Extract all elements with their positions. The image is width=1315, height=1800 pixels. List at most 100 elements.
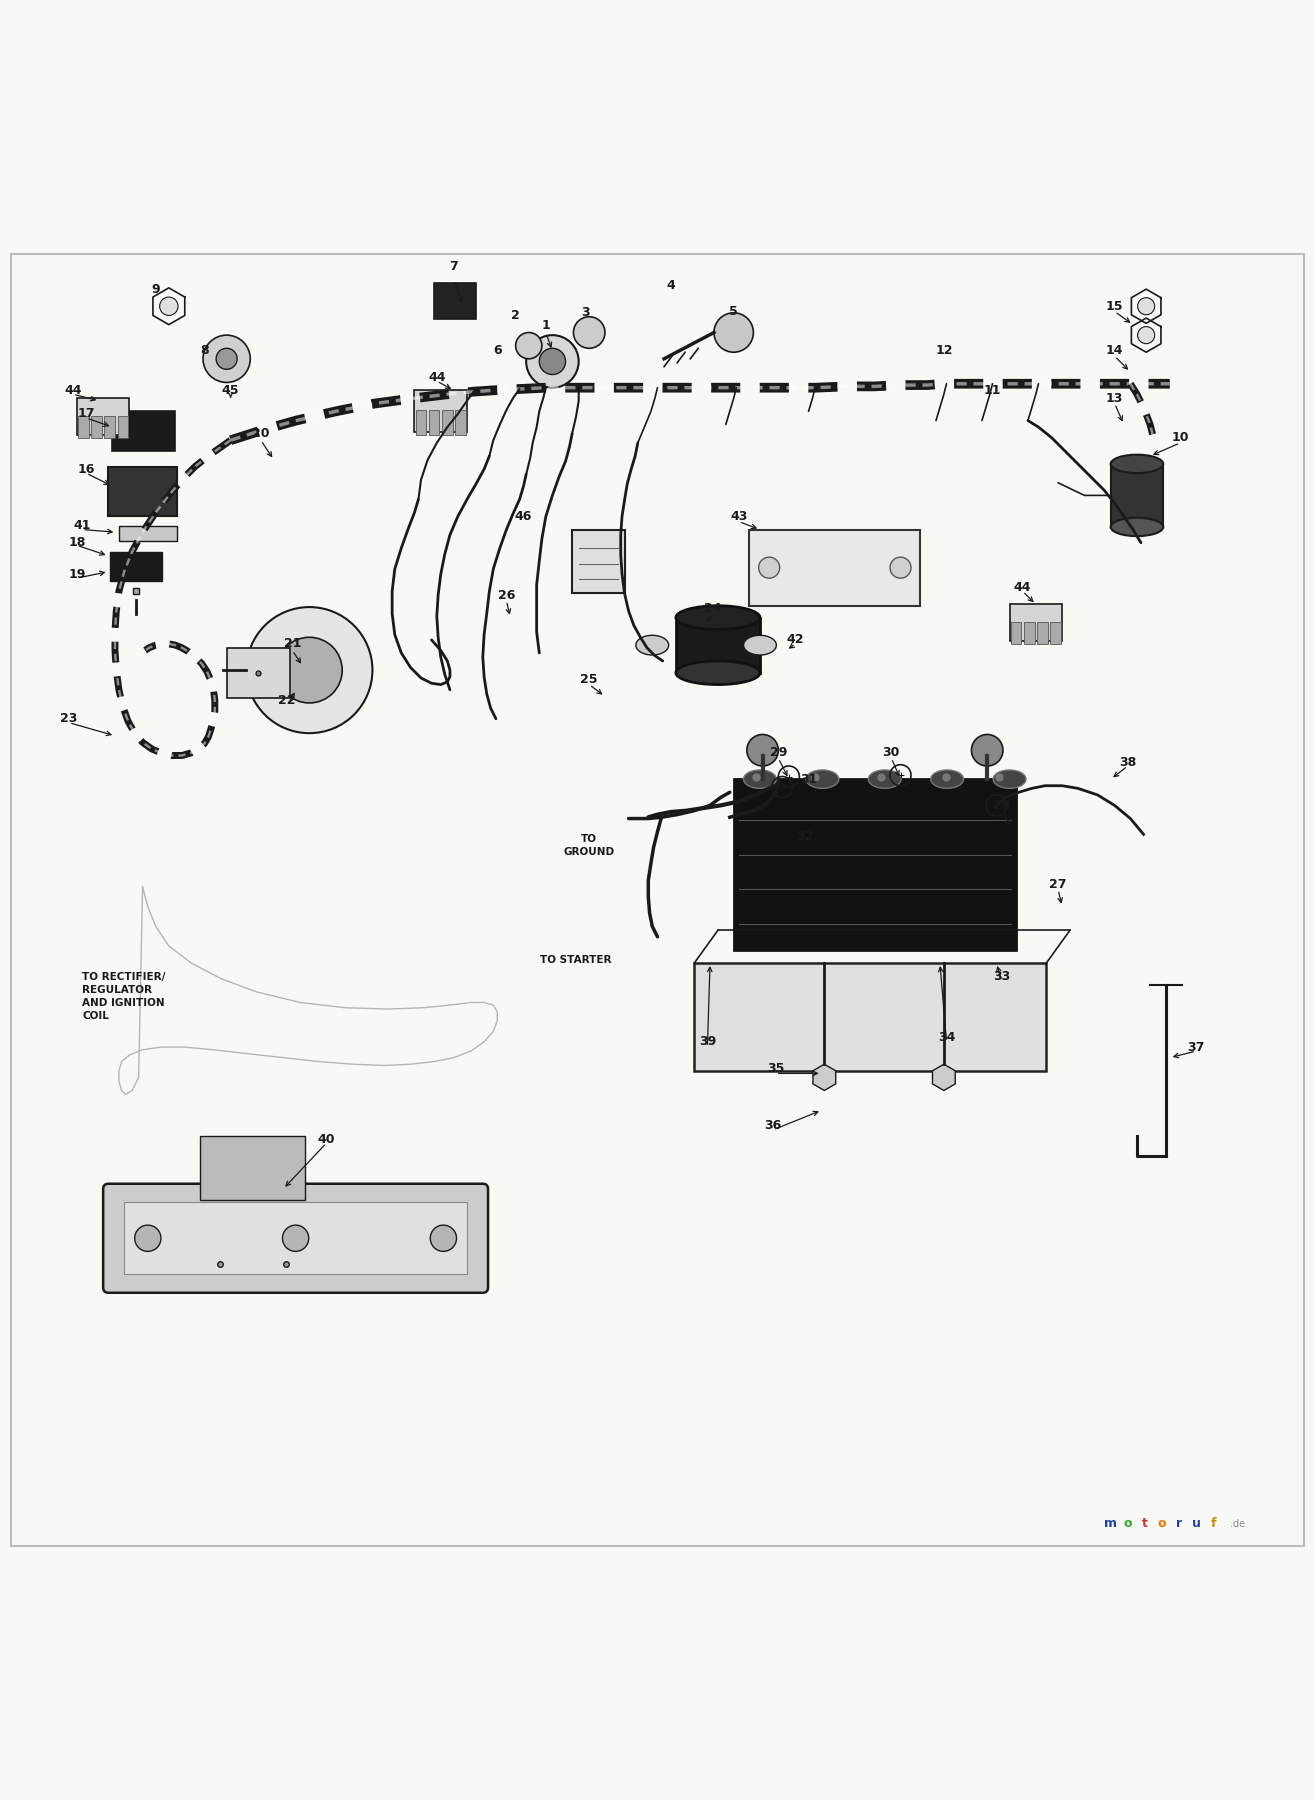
Bar xyxy=(117,416,128,437)
Circle shape xyxy=(283,1226,309,1251)
Text: 22: 22 xyxy=(279,693,296,707)
Text: 28: 28 xyxy=(993,799,1010,812)
Circle shape xyxy=(159,297,178,315)
Text: 40: 40 xyxy=(318,1132,335,1145)
Text: .de: .de xyxy=(1231,1519,1245,1528)
Text: 2: 2 xyxy=(512,310,519,322)
Text: 34: 34 xyxy=(938,1031,955,1044)
Text: 16: 16 xyxy=(78,463,95,475)
Text: 13: 13 xyxy=(1106,392,1123,405)
Text: 1: 1 xyxy=(542,319,550,333)
Text: TO
GROUND: TO GROUND xyxy=(564,835,614,857)
Bar xyxy=(78,416,88,437)
Bar xyxy=(676,617,760,673)
Text: 21: 21 xyxy=(284,637,301,650)
Bar xyxy=(455,410,466,436)
Text: 39: 39 xyxy=(698,1035,717,1048)
Text: 33: 33 xyxy=(993,970,1010,983)
Text: 11: 11 xyxy=(984,383,1001,396)
Circle shape xyxy=(1137,326,1155,344)
Text: 38: 38 xyxy=(1119,756,1136,769)
Text: 18: 18 xyxy=(68,536,85,549)
Bar xyxy=(112,412,175,450)
Text: 23: 23 xyxy=(60,713,78,725)
Text: 45: 45 xyxy=(222,383,239,396)
Text: u: u xyxy=(1191,1517,1201,1530)
Circle shape xyxy=(539,347,565,374)
Text: 32: 32 xyxy=(796,830,813,844)
Bar xyxy=(1038,621,1048,644)
Ellipse shape xyxy=(636,635,668,655)
Bar xyxy=(429,410,439,436)
Text: o: o xyxy=(1123,1517,1132,1530)
Ellipse shape xyxy=(676,607,760,630)
Text: 26: 26 xyxy=(498,589,515,601)
Bar xyxy=(414,391,467,432)
Bar xyxy=(434,283,476,319)
Text: 35: 35 xyxy=(767,1062,785,1075)
Ellipse shape xyxy=(806,770,839,788)
Bar xyxy=(108,466,176,517)
Text: 25: 25 xyxy=(580,673,598,686)
Text: 14: 14 xyxy=(1106,344,1123,358)
Ellipse shape xyxy=(743,770,776,788)
Text: o: o xyxy=(1157,1517,1166,1530)
Text: 19: 19 xyxy=(68,567,85,581)
Bar xyxy=(1011,621,1022,644)
Bar xyxy=(109,553,162,581)
Circle shape xyxy=(526,335,579,387)
Bar xyxy=(104,416,114,437)
Text: 10: 10 xyxy=(1172,432,1189,445)
Text: r: r xyxy=(1176,1517,1182,1530)
Circle shape xyxy=(759,558,780,578)
Ellipse shape xyxy=(868,770,901,788)
Text: 12: 12 xyxy=(935,344,952,358)
Bar xyxy=(118,526,176,542)
Text: 24: 24 xyxy=(704,601,722,616)
Bar xyxy=(1010,605,1063,641)
Text: 17: 17 xyxy=(78,407,95,421)
Text: 27: 27 xyxy=(1049,878,1066,891)
Text: 8: 8 xyxy=(200,344,209,358)
Circle shape xyxy=(573,317,605,347)
Text: 44: 44 xyxy=(64,383,82,396)
Text: TO STARTER: TO STARTER xyxy=(540,956,611,965)
Text: 36: 36 xyxy=(764,1120,781,1132)
Circle shape xyxy=(972,734,1003,767)
Circle shape xyxy=(203,335,250,382)
Bar xyxy=(76,398,129,436)
Circle shape xyxy=(216,347,237,369)
Bar xyxy=(750,529,920,607)
Bar xyxy=(416,410,426,436)
Text: 31: 31 xyxy=(800,772,817,785)
Circle shape xyxy=(134,1226,160,1251)
Bar xyxy=(1111,464,1164,527)
Text: 3: 3 xyxy=(581,306,589,319)
Text: 42: 42 xyxy=(786,634,805,646)
Circle shape xyxy=(246,607,372,733)
Circle shape xyxy=(515,333,542,358)
Text: m: m xyxy=(1105,1517,1118,1530)
Circle shape xyxy=(276,637,342,704)
Text: 4: 4 xyxy=(667,279,675,292)
Text: 29: 29 xyxy=(769,747,788,760)
Bar xyxy=(91,416,101,437)
Text: 46: 46 xyxy=(515,509,533,524)
Text: 41: 41 xyxy=(74,518,91,533)
Bar xyxy=(124,1202,467,1274)
Circle shape xyxy=(1137,297,1155,315)
Text: 43: 43 xyxy=(730,509,748,524)
Bar xyxy=(1024,621,1035,644)
Text: 5: 5 xyxy=(730,304,738,319)
Circle shape xyxy=(747,734,778,767)
Bar xyxy=(694,963,1047,1071)
Bar xyxy=(442,410,452,436)
Circle shape xyxy=(714,313,753,353)
Ellipse shape xyxy=(676,661,760,684)
Circle shape xyxy=(890,558,911,578)
FancyBboxPatch shape xyxy=(103,1184,488,1292)
Text: f: f xyxy=(1210,1517,1216,1530)
Text: 20: 20 xyxy=(252,427,270,441)
Text: 44: 44 xyxy=(429,371,446,383)
Text: 30: 30 xyxy=(882,747,899,760)
